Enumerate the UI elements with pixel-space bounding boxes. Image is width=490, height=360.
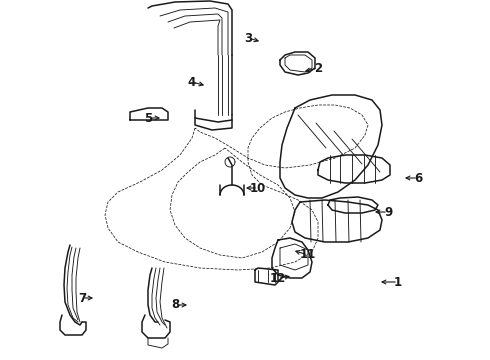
Text: 6: 6 — [414, 171, 422, 184]
Text: 4: 4 — [188, 76, 196, 89]
Text: 9: 9 — [384, 206, 392, 219]
Text: 3: 3 — [244, 31, 252, 45]
Text: 8: 8 — [171, 298, 179, 311]
Text: 5: 5 — [144, 112, 152, 125]
Text: 2: 2 — [314, 62, 322, 75]
Text: 11: 11 — [300, 248, 316, 261]
Text: 1: 1 — [394, 275, 402, 288]
Text: 10: 10 — [250, 181, 266, 194]
Text: 12: 12 — [270, 271, 286, 284]
Text: 7: 7 — [78, 292, 86, 305]
